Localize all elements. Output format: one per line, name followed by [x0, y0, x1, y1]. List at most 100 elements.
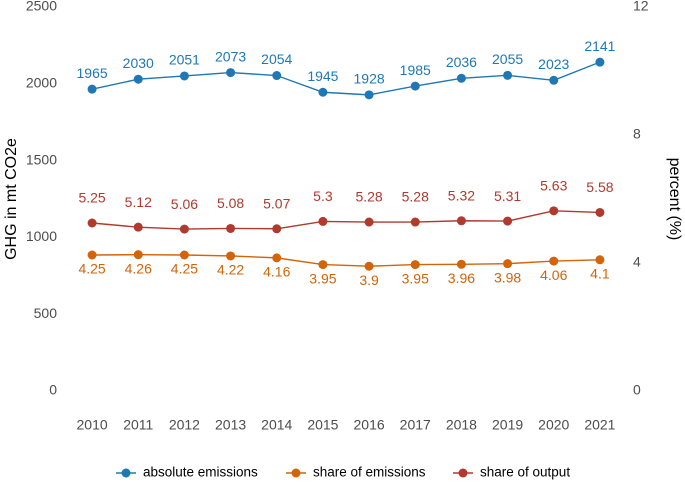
y-tick-label: 2500 — [26, 0, 57, 14]
data-label: 2055 — [492, 51, 523, 67]
data-point — [179, 71, 189, 81]
y-tick-label: 1000 — [26, 228, 57, 244]
legend-label: share of emissions — [313, 465, 426, 480]
data-point — [503, 70, 513, 80]
data-label: 2054 — [261, 51, 292, 67]
data-label: 4.25 — [78, 261, 105, 277]
data-label: 3.96 — [448, 270, 475, 286]
data-point — [549, 256, 559, 266]
data-point — [410, 217, 420, 227]
x-tick-label: 2019 — [492, 417, 523, 433]
data-point — [133, 222, 143, 232]
data-point — [133, 250, 143, 260]
data-label: 2030 — [123, 55, 154, 71]
data-label: 2141 — [584, 38, 615, 54]
y-tick-label: 0 — [49, 382, 57, 398]
legend-marker — [291, 468, 301, 478]
data-point — [503, 216, 513, 226]
data-point — [318, 260, 328, 270]
y2-tick-label: 12 — [633, 0, 649, 14]
data-point — [226, 68, 236, 78]
data-point — [226, 223, 236, 233]
data-point — [272, 71, 282, 81]
data-label: 1985 — [400, 62, 431, 78]
data-point — [410, 260, 420, 270]
data-label: 1945 — [307, 68, 338, 84]
data-point — [87, 218, 97, 228]
y2-tick-label: 0 — [633, 382, 641, 398]
data-point — [318, 216, 328, 226]
data-label: 3.9 — [359, 272, 379, 288]
data-label: 3.98 — [494, 269, 521, 285]
data-label: 5.58 — [586, 179, 613, 195]
data-point — [410, 81, 420, 91]
x-tick-label: 2014 — [261, 417, 292, 433]
y2-tick-label: 4 — [633, 254, 641, 270]
data-point — [318, 87, 328, 97]
data-point — [179, 224, 189, 234]
data-point — [456, 73, 466, 83]
legend-label: share of output — [480, 465, 570, 480]
data-label: 5.12 — [125, 194, 152, 210]
data-label: 5.32 — [448, 187, 475, 203]
x-tick-label: 2013 — [215, 417, 246, 433]
data-point — [456, 216, 466, 226]
y-tick-label: 2000 — [26, 75, 57, 91]
data-point — [595, 255, 605, 265]
data-label: 5.07 — [263, 195, 290, 211]
data-label: 5.31 — [494, 188, 521, 204]
y2-axis-title: percent (%) — [666, 158, 683, 241]
data-label: 5.06 — [171, 196, 198, 212]
data-label: 4.25 — [171, 261, 198, 277]
data-label: 1928 — [354, 71, 385, 87]
data-point — [364, 90, 374, 100]
data-point — [595, 207, 605, 217]
data-point — [503, 259, 513, 269]
data-label: 5.25 — [78, 190, 105, 206]
x-tick-label: 2012 — [169, 417, 200, 433]
data-label: 2036 — [446, 54, 477, 70]
data-point — [133, 74, 143, 84]
y-tick-label: 1500 — [26, 151, 57, 167]
data-label: 4.06 — [540, 267, 567, 283]
data-label: 4.26 — [125, 260, 152, 276]
data-point — [364, 217, 374, 227]
x-tick-label: 2011 — [123, 417, 153, 433]
data-label: 5.28 — [402, 189, 429, 205]
series-line — [91, 61, 601, 96]
x-tick-label: 2017 — [400, 417, 431, 433]
y-axis-title: GHG in mt CO2e — [3, 138, 20, 260]
data-point — [87, 84, 97, 94]
y-tick-label: 500 — [34, 305, 58, 321]
data-point — [364, 261, 374, 271]
data-point — [549, 206, 559, 216]
data-point — [226, 251, 236, 261]
data-label: 2051 — [169, 52, 200, 68]
data-label: 5.28 — [355, 189, 382, 205]
x-tick-label: 2015 — [307, 417, 338, 433]
x-tick-label: 2010 — [77, 417, 108, 433]
data-point — [272, 224, 282, 234]
x-tick-label: 2020 — [538, 417, 569, 433]
legend-marker — [458, 468, 468, 478]
y2-tick-label: 8 — [633, 126, 641, 142]
data-label: 5.08 — [217, 195, 244, 211]
series-line — [92, 253, 600, 267]
data-label: 2073 — [215, 48, 246, 64]
data-label: 5.63 — [540, 178, 567, 194]
x-tick-label: 2018 — [446, 417, 477, 433]
data-point — [595, 57, 605, 67]
data-point — [549, 75, 559, 85]
data-label: 1965 — [77, 65, 108, 81]
legend-label: absolute emissions — [143, 465, 258, 480]
legend-marker — [121, 468, 131, 478]
data-label: 2023 — [538, 56, 569, 72]
x-tick-label: 2021 — [584, 417, 615, 433]
data-label: 4.1 — [590, 266, 610, 282]
data-label: 4.22 — [217, 262, 244, 278]
data-point — [272, 253, 282, 263]
data-point — [456, 259, 466, 269]
x-tick-label: 2016 — [354, 417, 385, 433]
data-point — [179, 250, 189, 260]
